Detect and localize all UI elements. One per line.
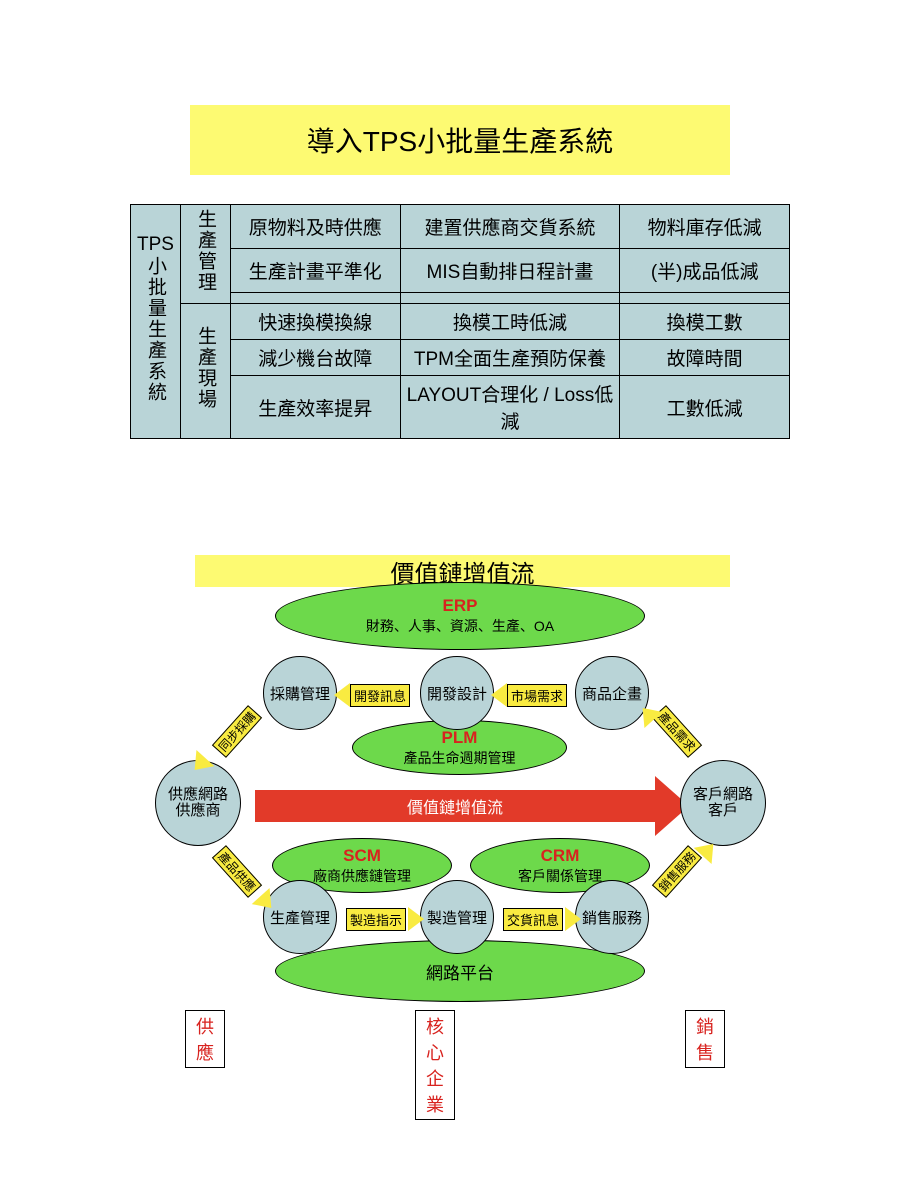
cell: TPM全面生產預防保養 (400, 340, 620, 376)
section-1-label: 生產現場 (192, 326, 219, 410)
circle-customer: 客戶網路客戶 (680, 760, 766, 846)
ellipse-erp-title: ERP (443, 596, 478, 616)
cell: 建置供應商交貨系統 (400, 205, 620, 249)
cell: 快速換模換線 (230, 304, 400, 340)
cell (400, 293, 620, 304)
ellipse-plm-title: PLM (442, 728, 478, 748)
bottom-label-core: 核心企業 (415, 1010, 455, 1120)
circle-prodmgmt: 生產管理 (263, 880, 337, 954)
yarrow-sync: 同步採購 (212, 705, 262, 758)
cell: 故障時間 (620, 340, 790, 376)
cell: 換模工時低減 (400, 304, 620, 340)
cell (620, 293, 790, 304)
arrowhead-icon (491, 683, 507, 707)
arrowhead-icon (408, 907, 424, 931)
cell: (半)成品低減 (620, 249, 790, 293)
yarrow-salesvc: 銷售服務 (652, 845, 702, 898)
section-0-label: 生產管理 (192, 209, 219, 293)
bottom-label-supply: 供應 (185, 1010, 225, 1068)
arrowhead-icon (334, 683, 350, 707)
cell: LAYOUT合理化 / Loss低減 (400, 376, 620, 439)
cell: 生產效率提昇 (230, 376, 400, 439)
ellipse-net-sub: 網路平台 (426, 959, 494, 984)
cell: 原物料及時供應 (230, 205, 400, 249)
tps-col0: TPS 小批量生產系統 (137, 234, 174, 408)
cell: 生產計畫平準化 (230, 249, 400, 293)
ellipse-crm-sub: 客戶關係管理 (518, 866, 602, 886)
tps-table: TPS 小批量生產系統 生產管理 原物料及時供應 建置供應商交貨系統 物料庫存低… (130, 204, 790, 439)
cell: MIS自動排日程計畫 (400, 249, 620, 293)
ellipse-crm-title: CRM (541, 846, 580, 866)
circle-mfgmgmt: 製造管理 (420, 880, 494, 954)
ellipse-plm-sub: 產品生命週期管理 (404, 748, 516, 768)
cell (230, 293, 400, 304)
arrowhead-icon (565, 907, 581, 931)
circle-purchase: 採購管理 (263, 656, 337, 730)
yarrow-mfg: 製造指示 (346, 908, 406, 931)
bottom-label-sales: 銷售 (685, 1010, 725, 1068)
yarrow-market: 市場需求 (507, 684, 567, 707)
ellipse-scm-sub: 廠商供應鏈管理 (313, 866, 411, 886)
cell: 工數低減 (620, 376, 790, 439)
yarrow-dev-info: 開發訊息 (350, 684, 410, 707)
title1-text: 導入TPS小批量生產系統 (307, 120, 613, 160)
circle-sales: 銷售服務 (575, 880, 649, 954)
yarrow-delivery: 交貨訊息 (503, 908, 563, 931)
ellipse-erp-sub: 財務、人事、資源、生產、OA (366, 616, 554, 636)
cell: 減少機台故障 (230, 340, 400, 376)
red-arrow-label: 價值鏈增值流 (407, 794, 503, 818)
title-banner-tps: 導入TPS小批量生產系統 (190, 105, 730, 175)
red-arrow-valuechain: 價值鏈增值流 (255, 790, 655, 822)
cell: 換模工數 (620, 304, 790, 340)
cell: 物料庫存低減 (620, 205, 790, 249)
ellipse-erp: ERP 財務、人事、資源、生產、OA (275, 582, 645, 650)
ellipse-scm-title: SCM (343, 846, 381, 866)
yarrow-supply: 產品供應 (212, 845, 262, 898)
circle-dev: 開發設計 (420, 656, 494, 730)
